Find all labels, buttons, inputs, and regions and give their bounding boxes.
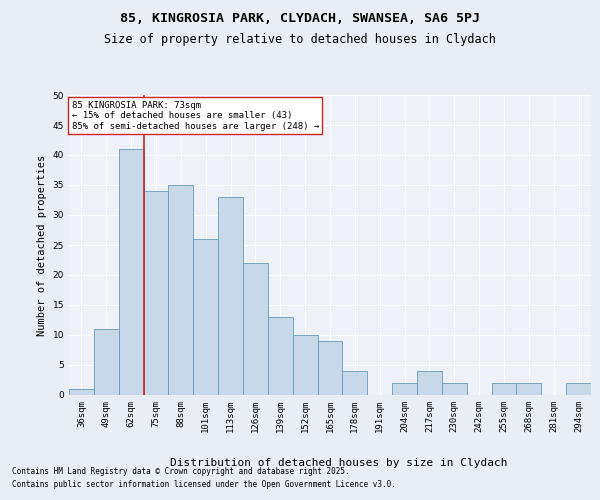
- Bar: [69, 389, 94, 395]
- Bar: [143, 191, 169, 395]
- Text: 85 KINGROSIA PARK: 73sqm
← 15% of detached houses are smaller (43)
85% of semi-d: 85 KINGROSIA PARK: 73sqm ← 15% of detach…: [71, 101, 319, 131]
- Bar: [193, 239, 218, 395]
- Bar: [566, 383, 591, 395]
- Bar: [417, 371, 442, 395]
- Bar: [517, 383, 541, 395]
- Bar: [243, 263, 268, 395]
- Bar: [218, 197, 243, 395]
- Bar: [94, 329, 119, 395]
- Text: Size of property relative to detached houses in Clydach: Size of property relative to detached ho…: [104, 32, 496, 46]
- Bar: [169, 185, 193, 395]
- Bar: [293, 335, 317, 395]
- Bar: [442, 383, 467, 395]
- Bar: [119, 149, 143, 395]
- Y-axis label: Number of detached properties: Number of detached properties: [37, 154, 47, 336]
- Bar: [317, 341, 343, 395]
- Text: Contains public sector information licensed under the Open Government Licence v3: Contains public sector information licen…: [12, 480, 396, 489]
- Text: Contains HM Land Registry data © Crown copyright and database right 2025.: Contains HM Land Registry data © Crown c…: [12, 467, 350, 476]
- Text: 85, KINGROSIA PARK, CLYDACH, SWANSEA, SA6 5PJ: 85, KINGROSIA PARK, CLYDACH, SWANSEA, SA…: [120, 12, 480, 26]
- Bar: [343, 371, 367, 395]
- Bar: [392, 383, 417, 395]
- Bar: [268, 317, 293, 395]
- Bar: [491, 383, 517, 395]
- Text: Distribution of detached houses by size in Clydach: Distribution of detached houses by size …: [170, 458, 508, 468]
